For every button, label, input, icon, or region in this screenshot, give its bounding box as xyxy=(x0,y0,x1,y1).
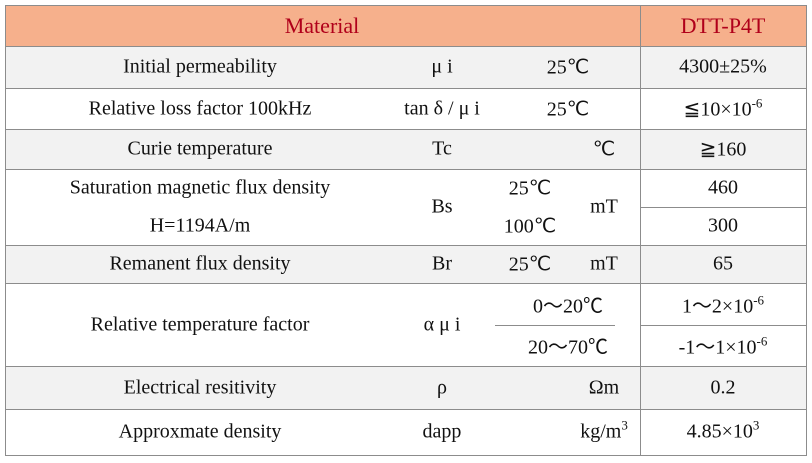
property: Curie temperature xyxy=(127,137,273,160)
divider xyxy=(640,325,806,326)
row-bg xyxy=(5,46,806,88)
col-line xyxy=(806,5,807,455)
col-line xyxy=(5,5,6,455)
value: 460 xyxy=(708,176,738,199)
symbol: μ i xyxy=(431,55,453,78)
row-line xyxy=(5,455,807,456)
property: Initial permeability xyxy=(123,55,277,78)
symbol: Br xyxy=(432,252,452,275)
header-material: Material xyxy=(284,13,360,38)
condition: 0～20℃ xyxy=(533,295,603,318)
value: ≧160 xyxy=(699,138,747,161)
condition: 25℃ xyxy=(546,98,590,120)
row-bg xyxy=(5,366,806,409)
value: 0.2 xyxy=(710,376,736,398)
row-line xyxy=(5,366,807,367)
unit: Ωm xyxy=(588,376,620,398)
divider xyxy=(640,207,806,208)
row-line xyxy=(5,409,807,410)
value: 65 xyxy=(713,252,733,275)
symbol: Tc xyxy=(432,137,452,160)
unit: mT xyxy=(590,252,618,275)
property: Approxmate density xyxy=(118,420,282,443)
header-grade: DTT-P4T xyxy=(680,13,766,38)
symbol: α μ i xyxy=(423,313,461,335)
symbol: tan δ / μ i xyxy=(404,97,480,119)
row-line xyxy=(5,169,807,170)
header-bg xyxy=(5,5,806,46)
symbol: Bs xyxy=(431,195,453,218)
unit: mT xyxy=(590,195,618,218)
value: 1～2×10-6 xyxy=(681,292,765,318)
condition: 20～70℃ xyxy=(528,336,608,359)
col-line xyxy=(640,5,641,455)
symbol: ρ xyxy=(437,376,447,398)
row-line xyxy=(5,129,807,130)
condition: 25℃ xyxy=(508,177,552,200)
value: -1～1×10-6 xyxy=(678,333,768,359)
symbol: dapp xyxy=(422,420,462,443)
property: Saturation magnetic flux density xyxy=(69,176,331,199)
row-bg xyxy=(5,129,806,169)
condition: 25℃ xyxy=(508,253,552,276)
row-line xyxy=(5,46,807,47)
value: 300 xyxy=(708,214,738,237)
property: H=1194A/m xyxy=(149,214,251,237)
unit: ℃ xyxy=(592,138,616,161)
value: 4.85×103 xyxy=(686,417,760,443)
row-line xyxy=(5,5,807,6)
property: Relative loss factor 100kHz xyxy=(88,97,312,119)
divider xyxy=(495,325,615,326)
row-line xyxy=(5,245,807,246)
property: Remanent flux density xyxy=(109,252,291,275)
property: Electrical resitivity xyxy=(123,376,277,398)
condition: 25℃ xyxy=(546,56,590,79)
row-line xyxy=(5,283,807,284)
value: 4300±25% xyxy=(679,55,767,78)
condition: 100℃ xyxy=(503,215,557,238)
property: Relative temperature factor xyxy=(90,313,310,335)
unit: kg/m3 xyxy=(580,417,628,443)
value: ≦10×10-6 xyxy=(683,95,763,120)
row-bg xyxy=(5,245,806,283)
row-line xyxy=(5,88,807,89)
